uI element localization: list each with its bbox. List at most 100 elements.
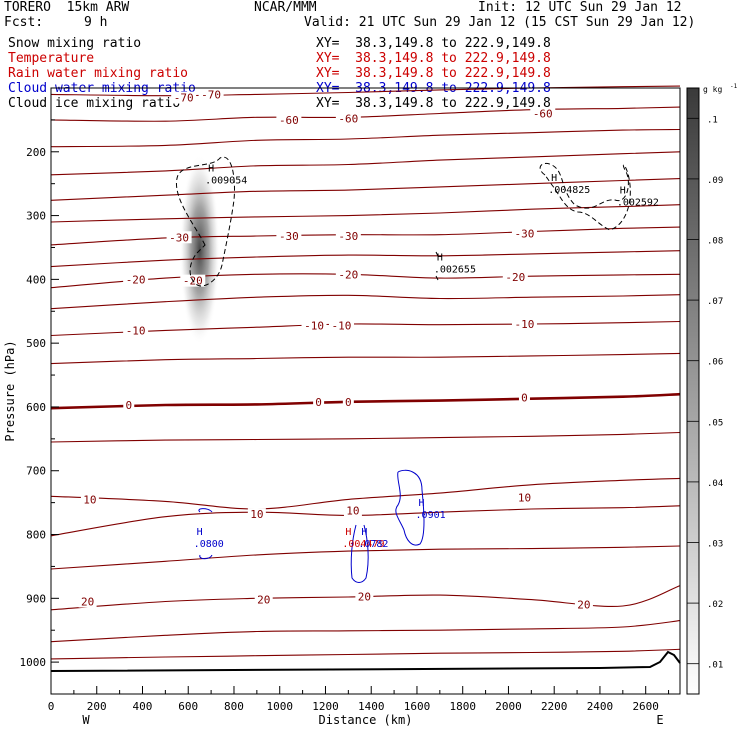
- snow-contour-west: [176, 156, 235, 287]
- colorbar-tick-label: .01: [707, 661, 723, 671]
- isotherm-label-bg: [123, 324, 149, 337]
- colorbar-tick-label: .04: [707, 479, 723, 489]
- isotherm-label-bg: [335, 112, 361, 125]
- isotherm-label: -70: [174, 92, 194, 105]
- isotherm-label: -30: [338, 230, 358, 243]
- y-tick-label: 300: [26, 210, 46, 223]
- isotherm-label: 10: [346, 504, 359, 517]
- isotherm-label-bg: [247, 508, 266, 521]
- isotherm-label: -30: [169, 231, 189, 244]
- isotherm-label: 20: [81, 596, 94, 609]
- snow-contour-east: [539, 162, 631, 231]
- center-title: NCAR/MMM: [254, 0, 317, 15]
- colorbar-tick-label: .06: [707, 358, 723, 368]
- x-tick-label: 200: [87, 700, 107, 713]
- max-value-snow: .009054: [205, 175, 247, 186]
- east-label: E: [656, 713, 663, 727]
- isotherm-label-bg: [78, 595, 97, 608]
- isotherm-unlabeled-13: [50, 431, 681, 443]
- model-title: TORERO 15km ARW: [4, 0, 130, 15]
- isotherm-label-bg: [515, 491, 534, 504]
- valid-time: Valid: 21 UTC Sun 29 Jan 12 (15 CST Sun …: [304, 15, 696, 30]
- isotherm-label-bg: [502, 270, 528, 283]
- snow-contour-tiny-2: [435, 275, 439, 281]
- isotherm-label-bg: [518, 391, 530, 404]
- legend-xy-snow: XY= 38.3,149.8 to 222.9,149.8: [316, 36, 551, 51]
- y-tick-label: 200: [26, 146, 46, 159]
- max-marker-cloud_water: H: [197, 527, 203, 538]
- west-label: W: [82, 713, 90, 727]
- y-tick-label: 700: [26, 465, 46, 478]
- max-value-snow: .004825: [548, 185, 590, 196]
- isotherm-label: -30: [279, 230, 299, 243]
- isotherm--60: [50, 106, 681, 122]
- isotherm-10: [50, 477, 681, 510]
- isotherm-label: 0: [345, 396, 352, 409]
- terrain-line: [50, 650, 681, 672]
- isotherm-label-bg: [574, 598, 593, 611]
- isotherm-label-bg: [254, 593, 273, 606]
- isotherm-label-bg: [123, 399, 135, 412]
- isotherm-label: -20: [505, 271, 525, 284]
- fcst-label: Fcst:: [4, 15, 44, 30]
- init-time: Init: 12 UTC Sun 29 Jan 12: [478, 0, 682, 15]
- isotherm-20: [50, 585, 681, 611]
- max-value-cloud_water: .0782: [358, 539, 388, 550]
- cloud-water-contour-west: [198, 508, 213, 560]
- x-tick-label: 2600: [632, 700, 659, 713]
- isotherm-label: -10: [332, 319, 352, 332]
- x-tick-label: 800: [224, 700, 244, 713]
- isotherm-label-bg: [276, 229, 302, 242]
- isotherm-label-bg: [511, 227, 537, 240]
- isotherm-unlabeled-3: [50, 151, 681, 176]
- isotherm-unlabeled-4: [50, 178, 681, 201]
- x-tick-label: 1400: [358, 700, 385, 713]
- isotherm-10: [50, 505, 681, 537]
- y-tick-label: 1000: [20, 656, 47, 669]
- x-tick-label: 2200: [541, 700, 568, 713]
- isotherm-unlabeled-2: [50, 128, 681, 148]
- y-tick-label: 900: [26, 592, 46, 605]
- isotherm-label-bg: [335, 268, 361, 281]
- colorbar-tick-label: .07: [707, 297, 723, 307]
- plot-frame: [50, 87, 681, 695]
- isotherm-label-bg: [343, 504, 362, 517]
- colorbar-unit: g kg: [703, 85, 722, 94]
- fcst-value: 9 h: [84, 15, 108, 30]
- isotherm-label: -60: [533, 108, 553, 121]
- y-axis-label: Pressure (hPa): [3, 340, 17, 441]
- isotherm-label: -10: [515, 318, 535, 331]
- isotherm-label-bg: [276, 113, 302, 126]
- max-value-snow: .002655: [434, 265, 476, 276]
- isotherm-label-bg: [301, 319, 327, 332]
- legend-name-cloud-ice: Cloud ice mixing ratio: [8, 96, 181, 111]
- max-marker-snow: H: [551, 173, 557, 184]
- legend-name-temperature: Temperature: [8, 51, 95, 66]
- isotherm-unlabeled-19: [50, 648, 681, 660]
- isotherm-unlabeled-16: [50, 545, 681, 570]
- colorbar-unit-exponent: -1: [730, 83, 738, 90]
- isotherm-unlabeled-7: [50, 250, 681, 268]
- isotherm-label: 0: [315, 396, 322, 409]
- x-axis-label: Distance (km): [319, 713, 413, 727]
- snow-contour-tiny: [435, 251, 439, 257]
- isotherm--10: [50, 320, 681, 337]
- y-tick-label: 600: [26, 401, 46, 414]
- max-marker-rain: H: [345, 527, 351, 538]
- cloud-water-contour-mid: [350, 524, 369, 583]
- isotherm-label: 20: [358, 590, 371, 603]
- legend-name-rain: Rain water mixing ratio: [8, 66, 189, 81]
- isotherm-label-bg: [80, 493, 99, 506]
- max-marker-snow: H: [437, 253, 443, 264]
- colorbar-tick-label: .03: [707, 540, 723, 550]
- isotherm-label: 0: [125, 399, 132, 412]
- colorbar-tick-label: .09: [707, 176, 723, 186]
- x-tick-label: 1200: [312, 700, 339, 713]
- colorbar-tick-label: .02: [707, 600, 723, 610]
- max-value-rain: .004479: [342, 539, 384, 550]
- isotherm-label: 10: [83, 493, 96, 506]
- x-tick-label: 1600: [404, 700, 431, 713]
- isotherm-0: [50, 392, 681, 410]
- isotherm-unlabeled-5: [50, 204, 681, 223]
